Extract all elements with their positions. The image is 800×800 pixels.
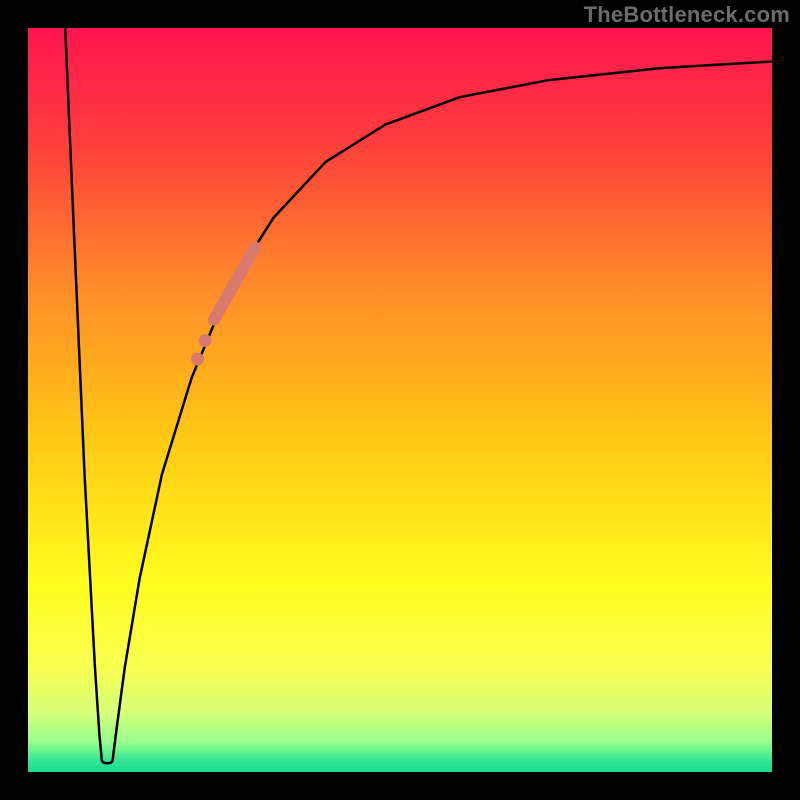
- gradient-background: [28, 28, 772, 772]
- chart-container: TheBottleneck.com: [0, 0, 800, 800]
- plot-svg: [28, 28, 772, 772]
- highlight-dot-1: [199, 334, 212, 347]
- highlight-dot-0: [191, 353, 204, 366]
- plot-area: [28, 28, 772, 772]
- watermark-text: TheBottleneck.com: [584, 2, 790, 28]
